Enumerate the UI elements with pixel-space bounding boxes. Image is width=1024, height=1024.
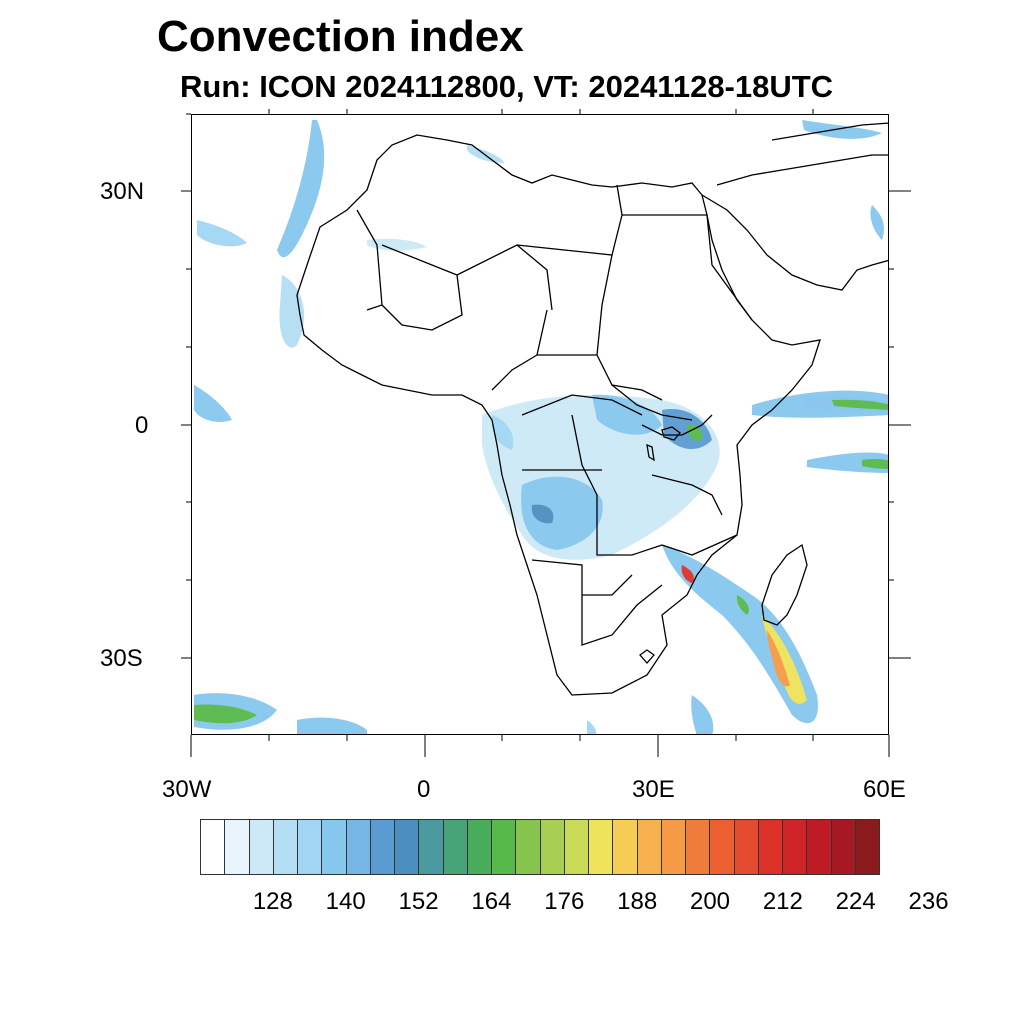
colorbar-label: 164 (471, 888, 512, 915)
colorbar-cell (855, 820, 879, 874)
coastlines-and-borders (296, 122, 888, 696)
colorbar-cell (225, 820, 250, 874)
map-panel (191, 114, 889, 735)
colorbar-label: 236 (908, 888, 949, 915)
convection-field (194, 120, 888, 734)
lon-label-30w: 30W (162, 776, 212, 803)
colorbar-label: 128 (252, 888, 293, 915)
lat-label-30s: 30S (100, 645, 143, 672)
colorbar-cell (467, 820, 492, 874)
chart-title: Convection index (157, 12, 524, 61)
colorbar-cell (734, 820, 759, 874)
colorbar-cell (831, 820, 856, 874)
colorbar-label: 152 (398, 888, 439, 915)
colorbar-cell (516, 820, 541, 874)
colorbar-cell (807, 820, 832, 874)
colorbar-cell (249, 820, 274, 874)
colorbar-cell (710, 820, 735, 874)
lat-label-0: 0 (135, 412, 149, 439)
colorbar-cell (589, 820, 614, 874)
colorbar-cell (443, 820, 468, 874)
colorbar-cell (298, 820, 323, 874)
colorbar-cell (370, 820, 395, 874)
map-canvas (194, 120, 888, 734)
colorbar-cell (783, 820, 808, 874)
colorbar-label: 224 (835, 888, 876, 915)
colorbar-cell (201, 820, 226, 874)
colorbar-cell (322, 820, 347, 874)
colorbar-label: 140 (325, 888, 366, 915)
colorbar-cell (686, 820, 711, 874)
colorbar-cell (273, 820, 298, 874)
lon-label-0: 0 (417, 776, 431, 803)
colorbar-cell (395, 820, 420, 874)
colorbar-cell (419, 820, 444, 874)
colorbar-cell (346, 820, 371, 874)
colorbar-cell (758, 820, 783, 874)
colorbar-cell (492, 820, 517, 874)
chart-subtitle: Run: ICON 2024112800, VT: 20241128-18UTC (180, 69, 834, 104)
colorbar-label: 188 (617, 888, 658, 915)
colorbar-cell (540, 820, 565, 874)
colorbar-label: 212 (762, 888, 803, 915)
lat-label-30n: 30N (100, 178, 145, 205)
lon-label-30e: 30E (632, 776, 675, 803)
colorbar-cell (637, 820, 662, 874)
colorbar-cell (613, 820, 638, 874)
colorbar (200, 819, 880, 875)
colorbar-cell (564, 820, 589, 874)
colorbar-cell (661, 820, 686, 874)
lon-label-60e: 60E (863, 776, 906, 803)
colorbar-label: 200 (689, 888, 731, 915)
colorbar-label: 176 (544, 888, 585, 915)
